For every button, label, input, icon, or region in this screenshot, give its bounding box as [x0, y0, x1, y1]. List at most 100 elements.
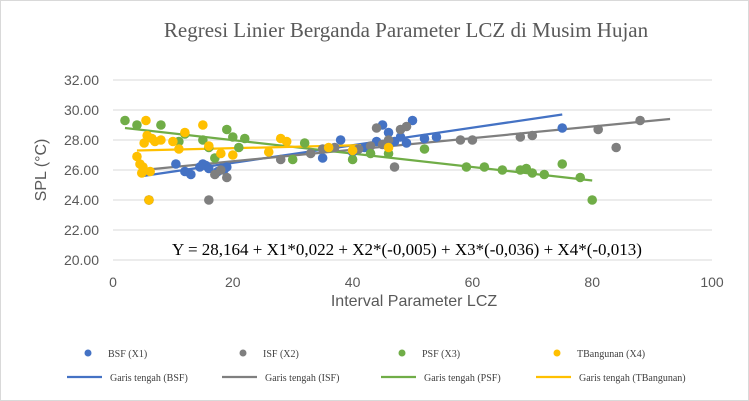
legend-label: TBangunan (X4) [577, 349, 645, 360]
legend-marker [239, 349, 247, 357]
legend-label: PSF (X3) [422, 349, 460, 360]
data-point [216, 148, 226, 159]
data-point [132, 151, 142, 162]
data-point [204, 163, 214, 174]
legend: BSF (X1) ISF (X2) PSF (X3) TBangunan (X4) Ga… [67, 349, 686, 384]
data-point [347, 145, 358, 156]
legend-label: Garis tengah (PSF) [424, 373, 501, 384]
y-tick-label: 26.00 [64, 162, 99, 178]
data-point [275, 154, 286, 165]
x-tick-label: 100 [700, 274, 724, 290]
data-point [168, 136, 178, 147]
data-point [365, 148, 376, 159]
data-point [222, 172, 232, 183]
y-tick-label: 28.00 [64, 132, 99, 148]
y-tick-label: 24.00 [64, 192, 99, 208]
data-point [228, 150, 238, 160]
data-point [401, 138, 412, 148]
data-point [222, 124, 232, 135]
data-point [216, 165, 226, 175]
data-point [145, 166, 155, 177]
data-point [467, 135, 478, 145]
data-point [539, 169, 550, 180]
data-point [557, 159, 568, 169]
data-point [515, 132, 526, 142]
data-point [401, 121, 412, 132]
data-point [431, 132, 442, 142]
data-point [527, 130, 538, 141]
data-point [299, 138, 310, 148]
data-point [635, 115, 645, 126]
data-point [228, 132, 238, 142]
legend-label: Garis tengah (ISF) [265, 373, 339, 384]
legend-marker [84, 349, 92, 357]
y-tick-label: 32.00 [64, 72, 99, 88]
data-point [383, 135, 394, 145]
data-point [174, 144, 184, 154]
legend-marker [398, 349, 406, 357]
data-point [120, 115, 130, 126]
x-tick-label: 40 [345, 274, 361, 290]
data-point [557, 123, 568, 133]
data-point [156, 135, 166, 145]
data-point [204, 195, 214, 205]
legend-label: ISF (X2) [263, 349, 299, 360]
data-point [263, 147, 274, 157]
data-point [233, 142, 244, 153]
data-point [287, 154, 298, 165]
y-tick-label: 22.00 [64, 222, 99, 238]
data-point [479, 162, 490, 172]
data-point [371, 123, 382, 133]
data-point [497, 165, 508, 175]
data-point [335, 135, 346, 145]
data-point [461, 162, 472, 172]
data-point [419, 144, 430, 154]
legend-label: Garis tengah (BSF) [110, 373, 188, 384]
y-axis-label: SPL (°C) [33, 139, 50, 202]
data-point [204, 141, 214, 151]
data-point [593, 124, 603, 135]
data-point [171, 159, 181, 169]
data-point [317, 153, 328, 163]
data-point [281, 136, 292, 147]
data-point [395, 132, 406, 142]
y-tick-label: 20.00 [64, 252, 99, 268]
data-point [180, 127, 190, 138]
data-point [186, 169, 196, 180]
legend-label: BSF (X1) [108, 349, 147, 360]
y-tick-label: 30.00 [64, 102, 99, 118]
x-tick-label: 0 [109, 274, 117, 290]
x-axis-label: Interval Parameter LCZ [331, 293, 498, 310]
y-tick-labels: 20.00 22.00 24.00 26.00 28.00 30.00 32.00 [64, 72, 99, 268]
data-point [239, 133, 250, 144]
data-point [139, 138, 149, 148]
data-point [407, 115, 418, 126]
x-tick-label: 20 [225, 274, 241, 290]
data-point [575, 172, 586, 183]
data-point [305, 148, 316, 159]
x-tick-label: 60 [465, 274, 481, 290]
data-point [455, 135, 466, 145]
data-point [323, 142, 334, 153]
data-point [144, 195, 154, 205]
data-point [141, 115, 151, 126]
legend-marker [553, 349, 561, 357]
regression-equation: Y = 28,164 + X1*0,022 + X2*(-0,005) + X3… [172, 240, 642, 259]
data-point [156, 120, 166, 130]
data-point [198, 120, 208, 130]
data-point [527, 168, 538, 178]
data-point [138, 162, 148, 172]
data-point [198, 135, 208, 145]
data-point [347, 154, 358, 165]
data-point [383, 142, 394, 153]
data-point [389, 162, 400, 172]
chart-title: Regresi Linier Berganda Parameter LCZ di… [164, 18, 649, 42]
data-point [365, 141, 376, 151]
grid [113, 79, 712, 261]
x-tick-label: 80 [584, 274, 600, 290]
data-point [611, 142, 621, 153]
data-points [120, 115, 645, 205]
x-tick-labels: 0 20 40 60 80 100 [109, 274, 724, 290]
legend-label: Garis tengah (TBangunan) [579, 373, 686, 384]
